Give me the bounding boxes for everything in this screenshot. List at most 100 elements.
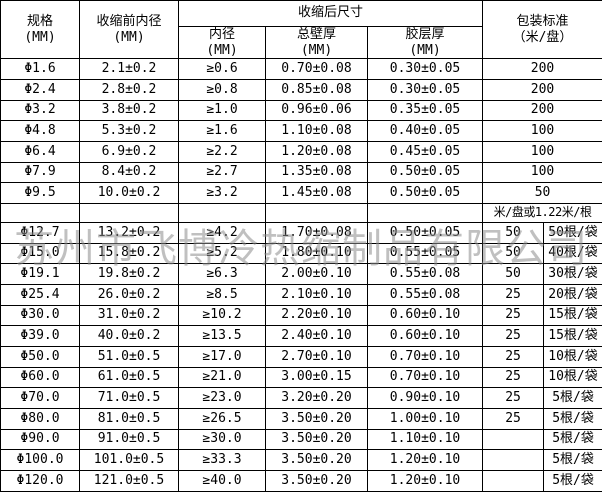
pre-shrink-id-cell: 26.0±0.2 bbox=[79, 284, 179, 306]
pack-cell: 200 bbox=[482, 78, 602, 101]
post-id-cell: ≥1.0 bbox=[178, 99, 266, 122]
spec-cell: Φ70.0 bbox=[0, 387, 80, 410]
spec-cell: Φ39.0 bbox=[0, 325, 80, 348]
pack-meter-cell: 25 bbox=[482, 284, 545, 306]
table-row: Φ30.0 31.0±0.2 ≥10.2 2.20±0.10 0.60±0.10 25 15… bbox=[0, 304, 602, 327]
total-wall-cell: 2.70±0.10 bbox=[265, 346, 368, 368]
post-id-cell: ≥13.5 bbox=[178, 325, 266, 348]
glue-layer-cell: 0.60±0.10 bbox=[366, 325, 484, 348]
spec-cell: Φ60.0 bbox=[0, 366, 80, 389]
post-id-cell: ≥23.0 bbox=[178, 387, 266, 410]
header-pre-line1: 收缩前内径 bbox=[96, 14, 162, 29]
spec-cell: Φ4.8 bbox=[0, 120, 80, 142]
pack-meter-cell: 50 bbox=[482, 263, 545, 286]
table-body: Φ1.6 2.1±0.2 ≥0.6 0.70±0.08 0.30±0.05 200 Φ2.4… bbox=[0, 58, 602, 492]
pack-cell: 50 bbox=[482, 182, 602, 204]
table-row: Φ7.9 8.4±0.2 ≥2.7 1.35±0.08 0.50±0.05 100 bbox=[0, 161, 602, 184]
post-id-cell: ≥26.5 bbox=[178, 408, 266, 430]
glue-layer-cell: 0.90±0.10 bbox=[366, 387, 484, 410]
pack-meter-cell: 25 bbox=[482, 325, 545, 348]
spec-cell: Φ12.7 bbox=[0, 222, 80, 244]
post-id-cell: ≥0.6 bbox=[178, 58, 266, 80]
header-spec-line1: 规格 bbox=[26, 14, 53, 29]
header-spec: 规格 (MM) bbox=[0, 0, 80, 60]
post-id-cell bbox=[178, 202, 266, 224]
total-wall-cell: 0.70±0.08 bbox=[265, 58, 368, 80]
header-spec-line2: (MM) bbox=[24, 29, 56, 45]
total-wall-cell: 2.00±0.10 bbox=[265, 263, 368, 286]
spec-cell: Φ25.4 bbox=[0, 284, 80, 306]
spec-cell: Φ15.0 bbox=[0, 242, 80, 265]
post-id-cell: ≥0.8 bbox=[178, 78, 266, 101]
header-pack-line1: 包装标准 bbox=[516, 14, 569, 29]
pack-bag-cell: 30根/袋 bbox=[543, 263, 602, 286]
glue-layer-cell: 0.35±0.05 bbox=[366, 99, 484, 122]
table-row: Φ50.0 51.0±0.5 ≥17.0 2.70±0.10 0.70±0.10 25 10… bbox=[0, 346, 602, 368]
table-row: Φ4.8 5.3±0.2 ≥1.6 1.10±0.08 0.40±0.05 100 bbox=[0, 120, 602, 142]
total-wall-cell: 1.10±0.08 bbox=[265, 120, 368, 142]
spec-cell: Φ6.4 bbox=[0, 140, 80, 163]
pre-shrink-id-cell: 31.0±0.2 bbox=[79, 304, 179, 327]
pack-meter-cell: 25 bbox=[482, 387, 545, 410]
pre-shrink-id-cell: 2.1±0.2 bbox=[79, 58, 179, 80]
table-row: 米/盘或1.22米/根 bbox=[0, 202, 602, 224]
spec-cell: Φ120.0 bbox=[0, 470, 80, 492]
total-wall-cell bbox=[265, 202, 368, 224]
post-id-cell: ≥2.2 bbox=[178, 140, 266, 163]
post-id-cell: ≥17.0 bbox=[178, 346, 266, 368]
table-row: Φ90.0 91.0±0.5 ≥30.0 3.50±0.20 1.10±0.10 5根/袋 bbox=[0, 428, 602, 451]
glue-layer-cell: 0.40±0.05 bbox=[366, 120, 484, 142]
glue-layer-cell: 0.50±0.05 bbox=[366, 222, 484, 244]
pre-shrink-id-cell: 121.0±0.5 bbox=[79, 470, 179, 492]
pack-meter-cell: 25 bbox=[482, 366, 545, 389]
table-row: Φ3.2 3.8±0.2 ≥1.0 0.96±0.06 0.35±0.05 200 bbox=[0, 99, 602, 122]
pre-shrink-id-cell: 15.8±0.2 bbox=[79, 242, 179, 265]
total-wall-cell: 3.50±0.20 bbox=[265, 428, 368, 451]
pack-meter-cell bbox=[482, 470, 545, 492]
post-id-cell: ≥2.7 bbox=[178, 161, 266, 184]
glue-layer-cell: 1.10±0.10 bbox=[366, 428, 484, 451]
post-id-cell: ≥6.3 bbox=[178, 263, 266, 286]
glue-layer-cell: 1.20±0.10 bbox=[366, 470, 484, 492]
total-wall-cell: 3.20±0.20 bbox=[265, 387, 368, 410]
pre-shrink-id-cell: 10.0±0.2 bbox=[79, 182, 179, 204]
pre-shrink-id-cell: 3.8±0.2 bbox=[79, 99, 179, 122]
glue-layer-cell: 1.20±0.10 bbox=[366, 449, 484, 472]
pack-cell: 100 bbox=[482, 140, 602, 163]
total-wall-cell: 0.85±0.08 bbox=[265, 78, 368, 101]
total-wall-cell: 2.40±0.10 bbox=[265, 325, 368, 348]
glue-layer-cell: 0.70±0.10 bbox=[366, 346, 484, 368]
spec-cell: Φ1.6 bbox=[0, 58, 80, 80]
spec-cell: Φ2.4 bbox=[0, 78, 80, 101]
post-id-cell: ≥21.0 bbox=[178, 366, 266, 389]
post-id-cell: ≥8.5 bbox=[178, 284, 266, 306]
table-row: Φ60.0 61.0±0.5 ≥21.0 3.00±0.15 0.70±0.10 25 10… bbox=[0, 366, 602, 389]
post-id-cell: ≥10.2 bbox=[178, 304, 266, 327]
glue-layer-cell: 0.50±0.05 bbox=[366, 182, 484, 204]
pack-meter-cell bbox=[482, 449, 545, 472]
pack-cell: 米/盘或1.22米/根 bbox=[482, 202, 602, 224]
post-id-cell: ≥1.6 bbox=[178, 120, 266, 142]
post-id-cell: ≥3.2 bbox=[178, 182, 266, 204]
pre-shrink-id-cell: 40.0±0.2 bbox=[79, 325, 179, 348]
spec-cell: Φ100.0 bbox=[0, 449, 80, 472]
pack-meter-cell: 50 bbox=[482, 222, 545, 244]
table-header: 规格 (MM) 收缩前内径 (MM) 收缩后尺寸 包装标准 （米/盘） 内径 (… bbox=[0, 0, 602, 60]
total-wall-cell: 1.45±0.08 bbox=[265, 182, 368, 204]
pre-shrink-id-cell: 19.8±0.2 bbox=[79, 263, 179, 286]
pre-shrink-id-cell: 51.0±0.5 bbox=[79, 346, 179, 368]
table-row: Φ19.1 19.8±0.2 ≥6.3 2.00±0.10 0.55±0.08 50 30根… bbox=[0, 263, 602, 286]
table-row: Φ2.4 2.8±0.2 ≥0.8 0.85±0.08 0.30±0.05 200 bbox=[0, 78, 602, 101]
total-wall-cell: 1.20±0.08 bbox=[265, 140, 368, 163]
pack-bag-cell: 40根/袋 bbox=[543, 242, 602, 265]
spec-cell: Φ19.1 bbox=[0, 263, 80, 286]
spec-cell bbox=[0, 202, 80, 224]
table-row: Φ80.0 81.0±0.5 ≥26.5 3.50±0.20 1.00±0.10 25 5根… bbox=[0, 408, 602, 430]
spec-cell: Φ9.5 bbox=[0, 182, 80, 204]
header-pre-shrink-id: 收缩前内径 (MM) bbox=[79, 0, 179, 60]
glue-layer-cell: 0.60±0.10 bbox=[366, 304, 484, 327]
pack-bag-cell: 10根/袋 bbox=[543, 346, 602, 368]
pack-bag-cell: 5根/袋 bbox=[543, 408, 602, 430]
pack-cell: 100 bbox=[482, 161, 602, 184]
